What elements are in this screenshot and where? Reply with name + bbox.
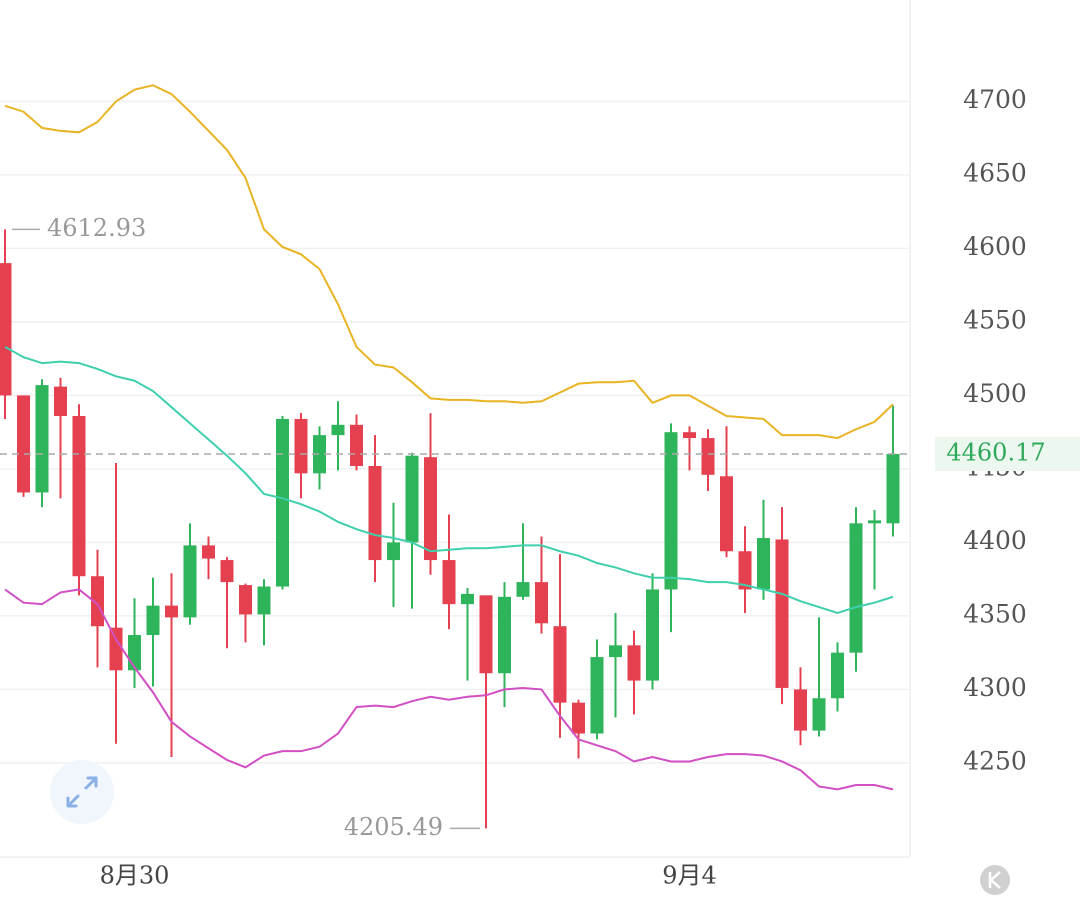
candle-body bbox=[257, 586, 271, 615]
y-tick-label: 4400 bbox=[963, 526, 1027, 555]
candle-body bbox=[72, 416, 86, 577]
candle-body bbox=[701, 438, 715, 475]
candle-body bbox=[812, 698, 826, 731]
band-line bbox=[4, 84, 894, 440]
candle-body bbox=[775, 539, 789, 688]
candle-body bbox=[109, 627, 123, 671]
candle-body bbox=[831, 652, 844, 699]
y-tick-label: 4350 bbox=[963, 599, 1027, 628]
candle-body bbox=[794, 689, 807, 731]
k-icon bbox=[988, 871, 1001, 889]
candle-body bbox=[720, 476, 733, 552]
candle-body bbox=[757, 538, 770, 590]
candle-body bbox=[442, 560, 456, 605]
candle-body bbox=[683, 432, 696, 439]
y-tick-label: 4650 bbox=[963, 158, 1027, 187]
candle-body bbox=[276, 418, 289, 587]
candle-body bbox=[387, 542, 400, 561]
candle-body bbox=[424, 457, 437, 561]
x-tick-label: 9月4 bbox=[662, 862, 717, 890]
candle-body bbox=[535, 582, 548, 624]
candle-body bbox=[239, 585, 252, 615]
candle-body bbox=[35, 385, 49, 493]
candle-body bbox=[91, 576, 104, 627]
y-tick-label: 4500 bbox=[963, 379, 1027, 408]
candle-body bbox=[54, 386, 67, 417]
candle-body bbox=[313, 435, 326, 474]
candle-body bbox=[368, 465, 382, 561]
candle-body bbox=[0, 263, 12, 396]
candle-body bbox=[220, 560, 234, 583]
candle-body bbox=[498, 596, 511, 674]
candle-body bbox=[849, 523, 863, 653]
plot-layer: 4250430043504400445045004550460046504700… bbox=[0, 84, 1080, 890]
y-tick-label: 4300 bbox=[963, 673, 1027, 702]
candle-body bbox=[516, 582, 530, 597]
candle-body bbox=[146, 605, 160, 636]
band-line bbox=[4, 346, 894, 615]
max-label: 4612.93 bbox=[47, 214, 146, 242]
min-label: 4205.49 bbox=[344, 813, 443, 841]
candle-body bbox=[590, 657, 604, 734]
k-button[interactable] bbox=[980, 865, 1010, 895]
y-tick-label: 4250 bbox=[963, 746, 1027, 775]
candle-body bbox=[183, 545, 197, 618]
expand-icon bbox=[66, 776, 98, 808]
candle-body bbox=[738, 551, 752, 590]
candle-body bbox=[461, 593, 474, 605]
candle-body bbox=[294, 418, 308, 474]
candle-body bbox=[350, 424, 363, 466]
x-tick-label: 8月30 bbox=[100, 862, 170, 890]
y-tick-label: 4700 bbox=[963, 85, 1027, 114]
last-price-badge bbox=[935, 436, 1080, 471]
candle-body bbox=[202, 545, 215, 559]
candle-body bbox=[405, 455, 419, 543]
candle-body bbox=[128, 635, 141, 671]
y-tick-label: 4550 bbox=[963, 305, 1027, 334]
candle-body bbox=[886, 453, 900, 524]
expand-button[interactable] bbox=[50, 760, 114, 824]
y-tick-label: 4600 bbox=[963, 232, 1027, 261]
candle-body bbox=[627, 645, 641, 681]
candle-body bbox=[609, 645, 622, 658]
candle-body bbox=[17, 395, 30, 493]
candle-body bbox=[553, 626, 567, 703]
candle-body bbox=[868, 520, 881, 524]
candle-body bbox=[646, 589, 659, 681]
candle-body bbox=[572, 702, 585, 734]
candle-body bbox=[664, 432, 678, 590]
band-line bbox=[4, 588, 894, 791]
candle-body bbox=[331, 424, 345, 436]
candle-body bbox=[165, 605, 178, 618]
candle-body bbox=[479, 595, 493, 674]
last-price-label: 4460.17 bbox=[946, 438, 1045, 466]
